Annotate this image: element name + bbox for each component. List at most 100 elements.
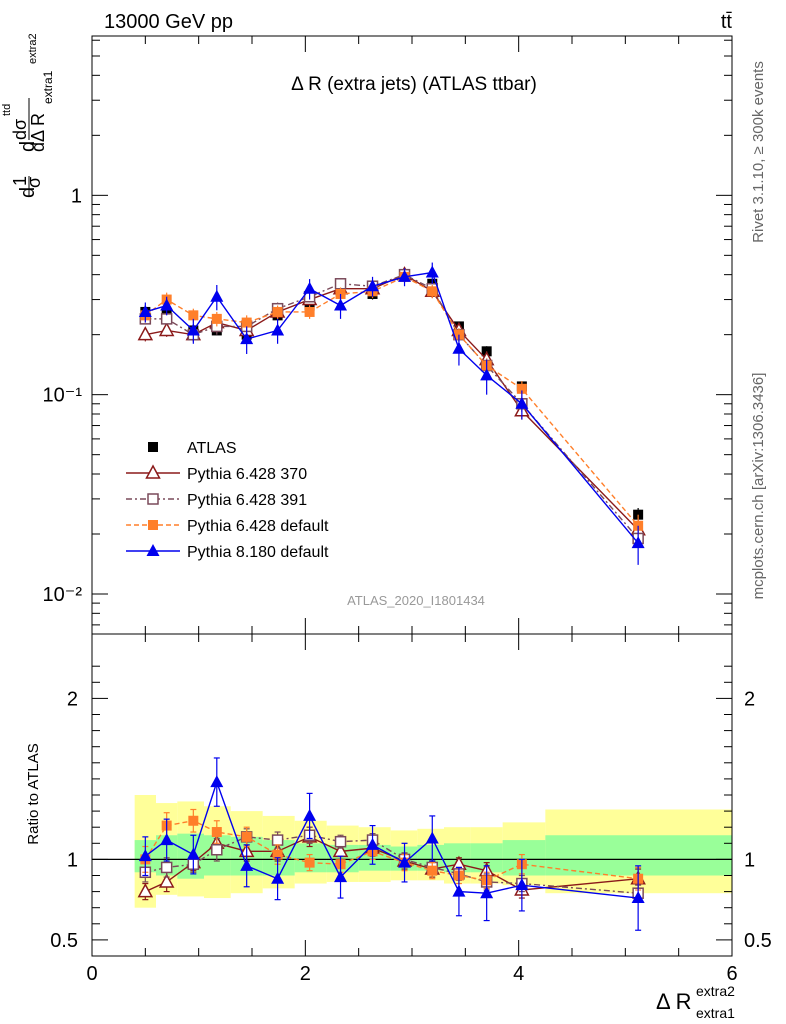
ratio-point-pythia-8-180-default xyxy=(515,878,529,891)
ratio-ytick-label-right: 2 xyxy=(744,688,755,710)
ratio-point-pythia-6-428-default xyxy=(211,827,222,838)
ratio-point-pythia-6-428-391 xyxy=(211,843,223,856)
legend-marker-atlas xyxy=(148,442,158,452)
point-pythia-8-180-default xyxy=(334,298,348,311)
legend-entry-pythia-6-428-391: Pythia 6.428 391 xyxy=(126,492,307,509)
point-pythia-8-180-default xyxy=(160,298,174,311)
legend-label-pythia-6-428-370: Pythia 6.428 370 xyxy=(187,466,307,483)
point-pythia-8-180-default xyxy=(186,323,200,336)
main-ytick-label: 1 xyxy=(71,185,82,207)
x-axis-label: Δ R extra2 extra1 xyxy=(656,983,735,1021)
x-label-sub: extra1 xyxy=(696,1005,735,1021)
point-pythia-6-428-default xyxy=(241,317,252,328)
point-pythia-6-428-370 xyxy=(137,326,154,341)
ratio-point-pythia-6-428-default xyxy=(427,865,438,876)
point-pythia-6-428-391 xyxy=(160,313,173,325)
ratio-point-pythia-6-428-391 xyxy=(271,834,284,846)
y-label-dsigma: dσ xyxy=(10,119,30,140)
ratio-ytick-label: 2 xyxy=(67,688,78,710)
legend-marker-pythia-6-428-391 xyxy=(147,493,159,505)
ratio-point-pythia-6-428-default xyxy=(272,849,283,860)
y-label-sup: extra2 xyxy=(27,33,39,64)
legend-entry-atlas: ATLAS xyxy=(148,440,237,457)
ratio-point-pythia-8-180-default xyxy=(425,831,439,844)
point-pythia-8-180-default xyxy=(210,289,224,302)
main-ytick-label: 10⁻² xyxy=(43,584,83,606)
point-pythia-6-428-default xyxy=(188,310,199,321)
legend-entry-pythia-6-428-default: Pythia 6.428 default xyxy=(126,518,329,535)
legend-marker-pythia-6-428-default xyxy=(148,520,158,530)
ratio-ytick-label-right: 1 xyxy=(744,849,755,871)
legend-entry-pythia-8-180-default: Pythia 8.180 default xyxy=(126,544,329,561)
ratio-point-pythia-8-180-default xyxy=(631,891,645,904)
y-label-d2: d xyxy=(17,141,39,152)
point-pythia-6-428-default xyxy=(516,383,527,394)
ratio-point-pythia-6-428-default xyxy=(241,831,252,842)
point-pythia-8-180-default xyxy=(480,368,494,381)
ratio-ytick-label: 0.5 xyxy=(50,930,78,952)
point-pythia-8-180-default xyxy=(515,396,529,409)
ratio-frame xyxy=(91,633,733,957)
ratio-y-label: Ratio to ATLAS xyxy=(25,743,42,844)
x-label-sup: extra2 xyxy=(696,983,735,999)
plot-title: Δ R (extra jets) (ATLAS ttbar) xyxy=(291,74,537,95)
point-pythia-8-180-default xyxy=(240,332,254,345)
x-label-main: Δ R xyxy=(656,989,691,1014)
point-pythia-8-180-default xyxy=(138,304,152,317)
y-label-sigma: σ xyxy=(24,177,44,188)
y-label-d: d xyxy=(17,187,39,198)
mcplots-label: mcplots.cern.ch [arXiv:1306.3436] xyxy=(750,373,767,600)
rivet-label: Rivet 3.1.10, ≥ 300k events xyxy=(750,61,767,243)
ratio-line-pythia-6-428-default xyxy=(144,820,639,882)
ratio-point-pythia-6-428-370 xyxy=(137,883,154,898)
main-panel-series xyxy=(137,262,646,565)
ratio-point-pythia-8-180-default xyxy=(334,870,348,883)
series-atlas xyxy=(140,269,644,522)
ratio-panel-series xyxy=(137,757,646,931)
legend-label-pythia-8-180-default: Pythia 8.180 default xyxy=(187,544,329,561)
ratio-point-pythia-8-180-default xyxy=(240,858,254,871)
ratio-point-pythia-8-180-default xyxy=(210,775,224,788)
point-pythia-8-180-default xyxy=(452,341,466,354)
y-label-sub: extra1 xyxy=(41,70,55,104)
ratio-point-pythia-6-428-391 xyxy=(334,835,347,848)
ratio-xtick-label: 0 xyxy=(86,963,97,985)
point-pythia-6-428-default xyxy=(211,313,222,324)
point-pythia-6-428-default xyxy=(272,306,283,317)
ratio-ytick-label-right: 0.5 xyxy=(744,930,772,952)
legend-entry-pythia-6-428-370: Pythia 6.428 370 xyxy=(126,464,307,483)
point-pythia-8-180-default xyxy=(303,281,317,294)
point-pythia-8-180-default xyxy=(398,269,412,282)
point-pythia-6-428-default xyxy=(304,306,315,317)
ratio-ytick-label: 1 xyxy=(67,849,78,871)
ratio-point-pythia-8-180-default xyxy=(366,837,380,850)
ratio-point-pythia-8-180-default xyxy=(303,808,317,821)
ratio-xtick-label: 6 xyxy=(726,963,737,985)
point-pythia-6-428-370 xyxy=(158,321,175,337)
y-label-ttd: ttd xyxy=(1,104,13,116)
ratio-point-pythia-6-428-370 xyxy=(158,873,175,888)
ratio-point-pythia-6-428-391 xyxy=(160,861,173,874)
ratio-point-pythia-8-180-default xyxy=(480,886,494,899)
legend: ATLAS Pythia 6.428 370 Pythia 6.428 391 Pyt… xyxy=(126,440,329,561)
ratio-series-pythia-8-180-default xyxy=(138,757,645,931)
ratio-point-pythia-6-428-default xyxy=(188,815,199,826)
point-pythia-8-180-default xyxy=(631,536,645,549)
ratio-xtick-label: 2 xyxy=(300,963,311,985)
y-label-dDeltaR: dΔ R xyxy=(28,113,48,152)
legend-label-pythia-6-428-391: Pythia 6.428 391 xyxy=(187,492,307,509)
header-left: 13000 GeV pp xyxy=(104,11,233,33)
legend-label-pythia-6-428-default: Pythia 6.428 default xyxy=(187,518,329,535)
point-pythia-6-428-default xyxy=(427,286,438,297)
legend-marker-pythia-6-428-370 xyxy=(145,464,161,479)
main-ytick-label: 10⁻¹ xyxy=(43,385,83,407)
ratio-point-pythia-8-180-default xyxy=(138,849,152,862)
ratio-point-pythia-8-180-default xyxy=(186,847,200,860)
series-pythia-8-180-default xyxy=(138,262,645,565)
legend-marker-pythia-8-180-default xyxy=(146,544,160,556)
point-pythia-8-180-default xyxy=(271,323,285,336)
point-pythia-8-180-default xyxy=(366,279,380,292)
ratio-point-pythia-8-180-default xyxy=(398,855,412,868)
legend-label-atlas: ATLAS xyxy=(187,440,237,457)
